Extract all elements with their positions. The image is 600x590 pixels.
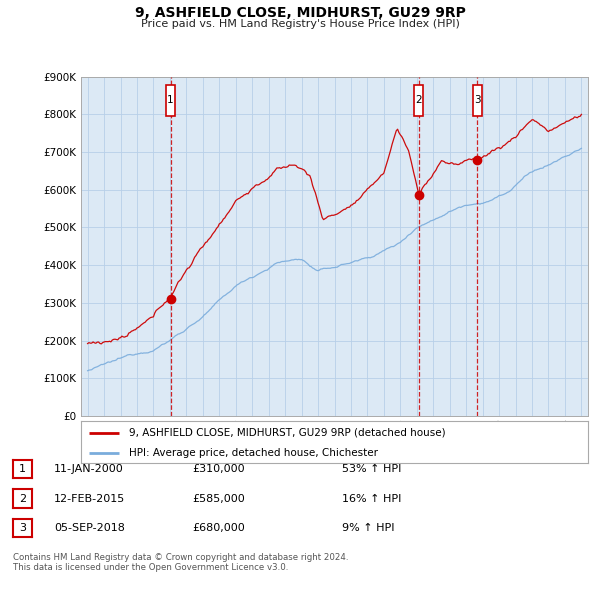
Text: 2: 2 <box>19 494 26 503</box>
Text: 05-SEP-2018: 05-SEP-2018 <box>54 523 125 533</box>
Text: 9, ASHFIELD CLOSE, MIDHURST, GU29 9RP (detached house): 9, ASHFIELD CLOSE, MIDHURST, GU29 9RP (d… <box>129 428 446 438</box>
Text: HPI: Average price, detached house, Chichester: HPI: Average price, detached house, Chic… <box>129 448 378 457</box>
Text: £585,000: £585,000 <box>192 494 245 503</box>
Bar <box>166 85 175 116</box>
Text: 53% ↑ HPI: 53% ↑ HPI <box>342 464 401 474</box>
Text: This data is licensed under the Open Government Licence v3.0.: This data is licensed under the Open Gov… <box>13 563 289 572</box>
Text: £680,000: £680,000 <box>192 523 245 533</box>
Text: 9% ↑ HPI: 9% ↑ HPI <box>342 523 395 533</box>
Bar <box>473 85 482 116</box>
Text: 9, ASHFIELD CLOSE, MIDHURST, GU29 9RP: 9, ASHFIELD CLOSE, MIDHURST, GU29 9RP <box>134 6 466 20</box>
Text: 11-JAN-2000: 11-JAN-2000 <box>54 464 124 474</box>
Text: 3: 3 <box>474 96 481 106</box>
Text: Price paid vs. HM Land Registry's House Price Index (HPI): Price paid vs. HM Land Registry's House … <box>140 19 460 29</box>
Text: 1: 1 <box>19 464 26 474</box>
Text: 16% ↑ HPI: 16% ↑ HPI <box>342 494 401 503</box>
Text: 2: 2 <box>415 96 422 106</box>
Text: £310,000: £310,000 <box>192 464 245 474</box>
Text: 12-FEB-2015: 12-FEB-2015 <box>54 494 125 503</box>
Text: 1: 1 <box>167 96 174 106</box>
Text: 3: 3 <box>19 523 26 533</box>
Bar <box>414 85 424 116</box>
Text: Contains HM Land Registry data © Crown copyright and database right 2024.: Contains HM Land Registry data © Crown c… <box>13 553 349 562</box>
